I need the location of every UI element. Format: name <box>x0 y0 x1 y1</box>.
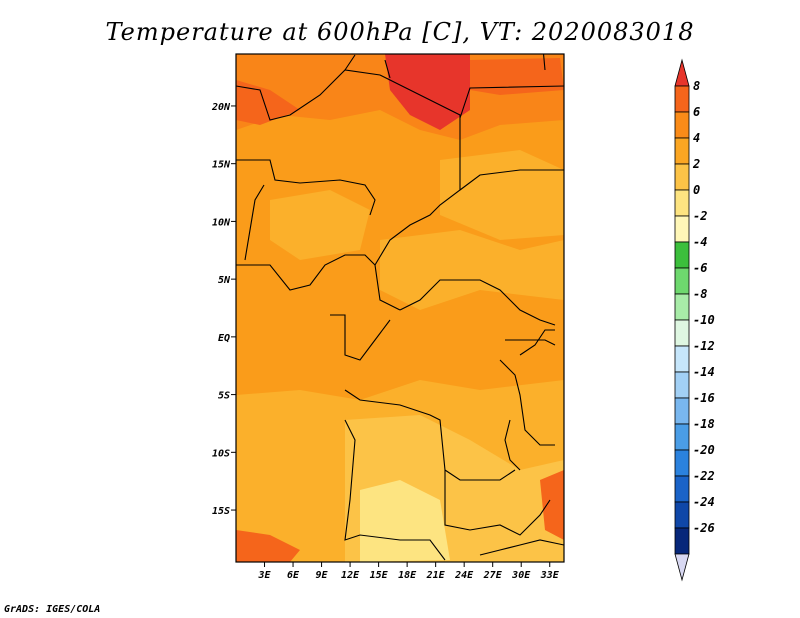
lon-tick-label: 30E <box>511 570 531 581</box>
colorbar-label: 2 <box>692 157 700 171</box>
lon-tick-label: 15E <box>370 570 389 581</box>
lon-tick-label: 18E <box>398 570 417 581</box>
lat-tick-label: 15S <box>212 506 230 517</box>
lat-tick-label: 5S <box>218 391 230 402</box>
lon-tick-label: 9E <box>316 570 329 581</box>
colorbar-label: -18 <box>693 417 715 431</box>
lon-tick-label: 33E <box>540 570 560 581</box>
colorbar-label: -12 <box>693 339 715 353</box>
lon-tick-label: 3E <box>257 570 271 581</box>
lat-tick-label: 15N <box>212 160 231 171</box>
colorbar-label: -10 <box>693 313 715 327</box>
colorbar-segment <box>674 423 690 451</box>
colorbar-segment <box>674 293 690 321</box>
colorbar-segment <box>674 241 690 269</box>
colorbar-label: -16 <box>693 391 715 405</box>
lat-tick-label: EQ <box>218 333 230 344</box>
latitude-axis: 20N 15N 10N 5N EQ 5S 10S 15S <box>211 102 236 517</box>
lon-tick-label: 21E <box>426 570 446 581</box>
lon-tick-label: 12E <box>341 570 360 581</box>
colorbar-label: 4 <box>693 131 700 145</box>
longitude-axis: 3E 6E 9E 12E 15E 18E 21E 24E 27E 30E 33E <box>257 562 560 581</box>
colorbar-label: -4 <box>693 235 707 249</box>
colorbar-segment <box>674 475 690 503</box>
lat-tick-label: 10N <box>212 217 231 228</box>
colorbar-bottom-arrow <box>674 553 690 582</box>
colorbar-top-arrow <box>674 58 690 87</box>
country-borders <box>236 54 564 561</box>
plot-title: Temperature at 600hPa [C], VT: 202008301… <box>105 18 695 46</box>
colorbar-segment <box>674 267 690 295</box>
colorbar-segment <box>674 189 690 217</box>
colorbar-segment <box>674 85 690 113</box>
colorbar-segment <box>674 319 690 347</box>
colorbar-label: -22 <box>693 469 715 483</box>
colorbar-segment <box>674 397 690 425</box>
temperature-field <box>236 54 564 562</box>
lon-tick-label: 24E <box>454 570 474 581</box>
colorbar-segment <box>674 527 690 555</box>
grads-credit: GrADS: IGES/COLA <box>4 604 101 615</box>
lon-tick-label: 27E <box>483 570 503 581</box>
lon-tick-label: 6E <box>287 570 300 581</box>
colorbar-segment <box>674 371 690 399</box>
colorbar: 8 6 4 2 0 -2 -4 -6 -8 -10 -12 -14 -16 -18 -20 -22 -24 -26 <box>674 58 715 582</box>
colorbar-label: -8 <box>693 287 707 301</box>
colorbar-label: -2 <box>693 209 707 223</box>
colorbar-segment <box>674 215 690 243</box>
colorbar-label: -24 <box>693 495 715 509</box>
colorbar-segment <box>674 163 690 191</box>
colorbar-label: -6 <box>693 261 707 275</box>
colorbar-segment <box>674 137 690 165</box>
colorbar-segment <box>674 501 690 529</box>
lat-tick-label: 5N <box>218 275 231 286</box>
colorbar-segment <box>674 449 690 477</box>
colorbar-segment <box>674 345 690 373</box>
colorbar-label: -14 <box>693 365 715 379</box>
colorbar-label: -26 <box>693 521 715 535</box>
colorbar-label: -20 <box>693 443 715 457</box>
colorbar-label: 8 <box>693 79 700 93</box>
colorbar-label: 6 <box>693 105 700 119</box>
colorbar-segment <box>674 111 690 139</box>
map-frame <box>235 53 565 563</box>
lat-tick-label: 10S <box>212 448 230 459</box>
colorbar-label: 0 <box>693 183 700 197</box>
lat-tick-label: 20N <box>211 102 231 113</box>
